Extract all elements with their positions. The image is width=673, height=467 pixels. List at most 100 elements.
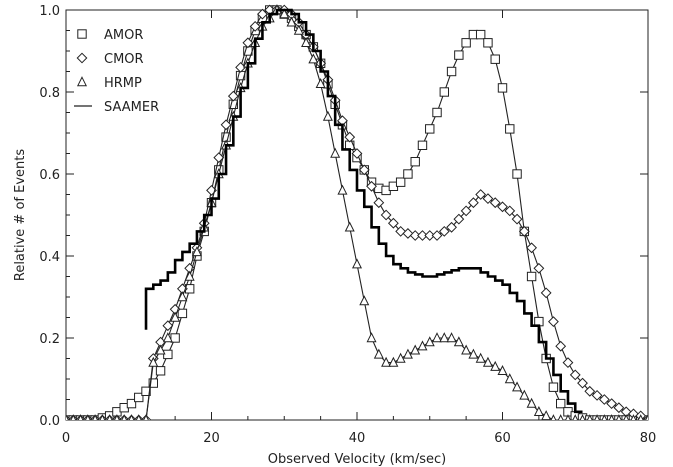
data-point (497, 364, 508, 375)
data-point (387, 217, 399, 229)
data-point (467, 197, 479, 209)
y-axis-title: Relative # of Events (13, 149, 28, 281)
data-point (526, 242, 538, 254)
data-point (439, 87, 450, 97)
data-point (504, 373, 515, 384)
data-point (395, 352, 406, 363)
data-point (135, 414, 142, 420)
data-point (598, 394, 610, 405)
data-point (482, 193, 494, 205)
data-point (512, 169, 522, 179)
data-point (155, 344, 166, 355)
data-point (70, 414, 77, 420)
data-point (322, 110, 333, 121)
data-point (213, 152, 225, 164)
data-point (475, 352, 486, 363)
legend-label: CMOR (104, 52, 144, 67)
x-axis-title: Observed Velocity (km/sec) (268, 452, 446, 467)
data-point (453, 336, 464, 347)
data-point (170, 333, 180, 343)
data-point (637, 414, 644, 420)
series-hrmp (66, 4, 648, 420)
data-point (410, 344, 421, 355)
data-point (162, 320, 174, 332)
data-point (630, 414, 637, 420)
data-point (565, 414, 571, 420)
legend-label: HRMP (104, 76, 142, 91)
data-point (134, 392, 144, 403)
data-point (460, 205, 472, 217)
data-point (511, 213, 523, 225)
data-point (148, 356, 159, 367)
data-point (410, 157, 420, 167)
data-point (66, 414, 69, 420)
y-tick-label: 0.2 (39, 332, 60, 347)
data-point (555, 340, 567, 352)
data-point (286, 16, 297, 27)
legend-marker (76, 52, 88, 64)
legend-label: SAAMER (104, 100, 159, 115)
data-point (177, 291, 188, 302)
data-point (242, 37, 254, 49)
data-point (432, 332, 443, 343)
data-point (155, 366, 166, 376)
data-point (556, 398, 566, 409)
data-point (519, 389, 530, 400)
data-point (417, 140, 428, 151)
data-point (388, 356, 399, 367)
data-point (608, 414, 615, 420)
data-point (330, 147, 341, 158)
data-point (380, 209, 392, 221)
data-point (308, 53, 319, 64)
data-point (191, 246, 202, 257)
data-point (162, 332, 173, 343)
data-point (613, 402, 625, 414)
data-point (366, 180, 377, 192)
data-point (438, 225, 450, 237)
data-point (446, 332, 457, 343)
data-point (562, 357, 574, 369)
legend-item-cmor: CMOR (76, 52, 144, 67)
data-point (623, 414, 630, 420)
data-point (606, 398, 618, 410)
data-point (424, 336, 435, 347)
data-point (579, 414, 586, 420)
series-saamer (144, 8, 583, 414)
data-point (249, 20, 261, 32)
data-point (84, 414, 91, 420)
data-point (497, 201, 508, 213)
data-point (315, 77, 326, 88)
data-point (601, 414, 608, 420)
y-tick-label: 0.0 (39, 414, 60, 429)
data-point (483, 38, 493, 48)
data-point (533, 262, 545, 274)
data-point (431, 230, 443, 241)
data-point (490, 360, 501, 371)
y-tick-label: 0.8 (39, 86, 60, 101)
data-point (366, 332, 377, 343)
data-point (301, 36, 312, 47)
data-point (461, 344, 472, 355)
legend-item-hrmp: HRMP (76, 76, 142, 91)
data-point (358, 164, 370, 176)
data-point (572, 414, 579, 420)
data-point (373, 348, 384, 359)
data-point (359, 295, 370, 306)
data-point (425, 124, 435, 134)
data-point (417, 230, 428, 241)
data-point (184, 270, 195, 281)
data-point (77, 414, 84, 420)
data-point (526, 271, 537, 282)
legend: AMOR CMOR HRMP SAAMER (74, 28, 159, 115)
data-point (417, 340, 428, 351)
series-amor (66, 5, 648, 420)
data-point (148, 378, 159, 388)
data-point (279, 8, 290, 19)
data-point (533, 405, 544, 416)
legend-item-saamer: SAAMER (74, 100, 159, 115)
x-tick-label: 40 (349, 431, 366, 446)
data-point (121, 414, 128, 420)
y-tick-label: 0.4 (39, 250, 60, 265)
data-point (586, 414, 593, 420)
